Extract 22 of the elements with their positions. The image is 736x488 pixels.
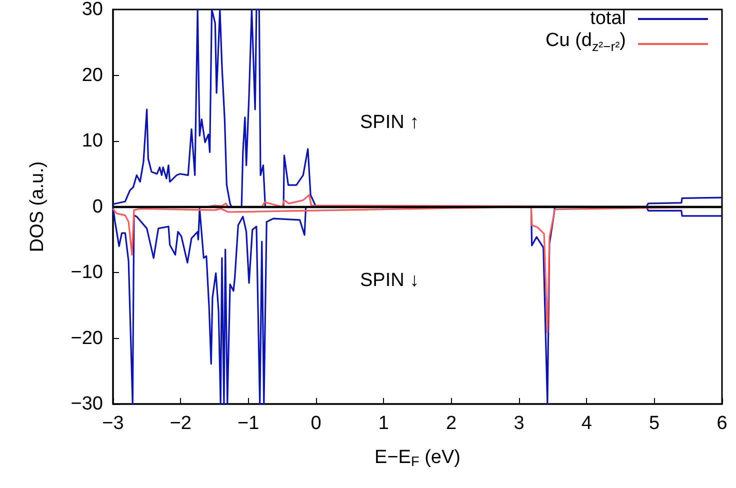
y-tick-label: 10: [82, 130, 103, 152]
annotation: SPIN ↑: [360, 112, 420, 134]
y-tick-label: 20: [82, 64, 103, 86]
y-tick-label: −10: [70, 262, 103, 283]
x-tick-label: 2: [446, 413, 457, 434]
x-tick-label: 5: [649, 413, 660, 434]
legend-label: Cu (d$_{z²−r²}$): [546, 30, 626, 56]
y-tick-label: 30: [82, 0, 103, 20]
y-tick-label: 0: [92, 196, 103, 218]
annotation: SPIN ↓: [360, 270, 420, 292]
x-tick-label: 6: [716, 413, 728, 434]
y-tick-label: −30: [70, 394, 103, 414]
y-tick-label: −20: [70, 328, 103, 349]
x-tick-label: 0: [310, 413, 322, 434]
y-axis-title: DOS (a.u.): [27, 161, 48, 252]
x-tick-label: −3: [102, 413, 124, 434]
x-tick-label: 1: [378, 413, 389, 434]
x-tick-label: −2: [170, 413, 192, 434]
x-tick-label: −1: [237, 413, 260, 434]
x-tick-label: 4: [581, 413, 592, 434]
legend-label: total: [590, 8, 626, 29]
x-tick-label: 3: [514, 413, 524, 434]
